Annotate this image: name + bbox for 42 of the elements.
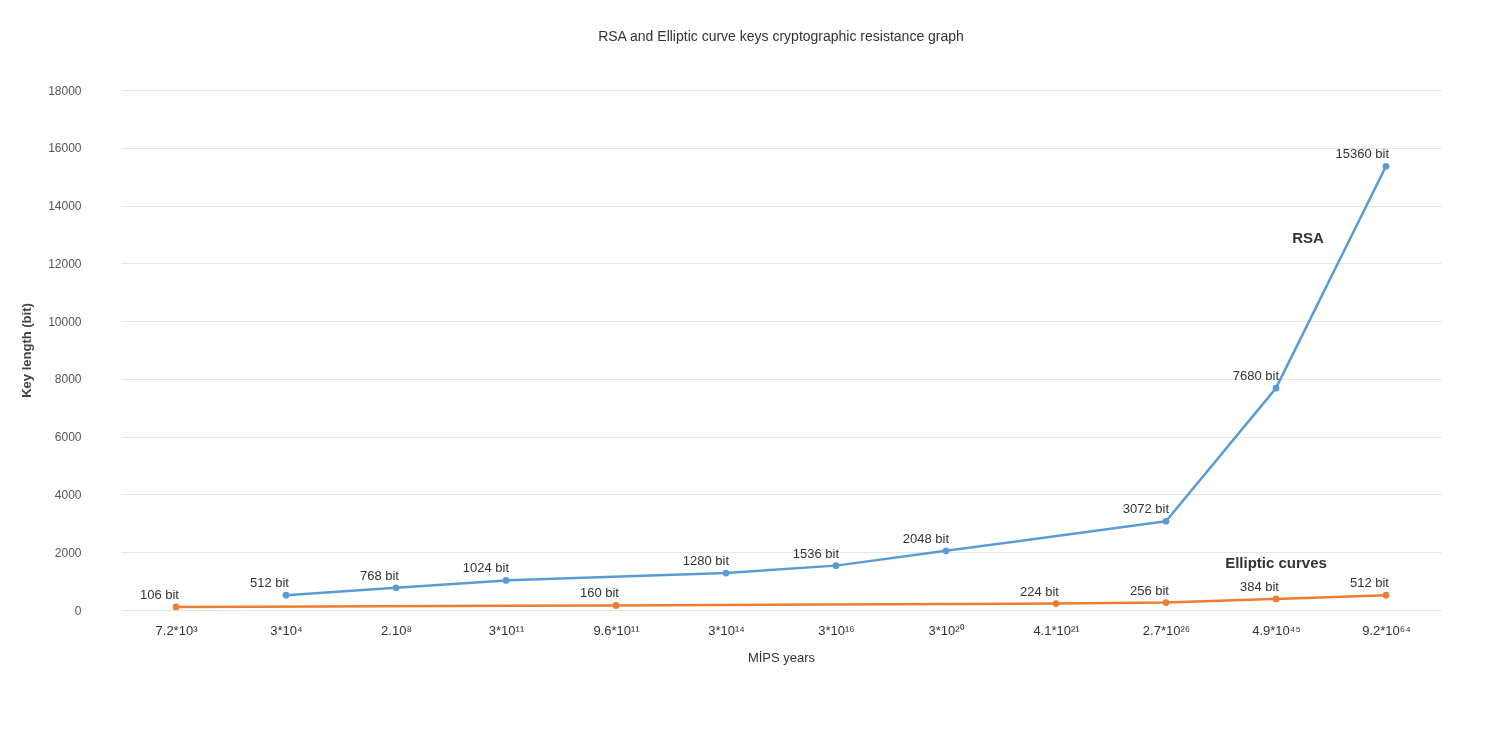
x-tick-label: 9.2*10⁶⁴ — [1362, 622, 1411, 638]
data-label: 1024 bit — [462, 560, 510, 576]
data-label: 15360 bit — [1335, 146, 1390, 162]
data-label: 512 bit — [249, 575, 290, 591]
chart-title: RSA and Elliptic curve keys cryptographic resistance graph — [598, 28, 964, 44]
data-label: 768 bit — [359, 567, 400, 583]
x-tick-label: 3*10¹⁶ — [818, 622, 855, 638]
x-tick-label: 3*10⁴ — [270, 622, 303, 638]
data-label: 3072 bit — [1122, 501, 1170, 517]
x-axis-title: MİPS years — [747, 649, 816, 665]
series-label: RSA — [1292, 229, 1324, 247]
y-tick-label: 2000 — [54, 545, 82, 560]
x-tick-label: 2.7*10²⁶ — [1142, 622, 1191, 638]
y-axis-title: Key length (bit) — [19, 303, 35, 398]
data-label: 1280 bit — [682, 553, 730, 569]
data-label: 256 bit — [1129, 582, 1170, 598]
data-label: 160 bit — [579, 585, 620, 601]
x-tick-label: 7.2*10³ — [155, 622, 199, 638]
y-tick-label: 6000 — [54, 430, 82, 445]
data-label: 2048 bit — [902, 530, 950, 546]
data-label: 106 bit — [139, 586, 180, 602]
y-tick-label: 8000 — [54, 372, 82, 387]
y-tick-label: 18000 — [48, 83, 82, 98]
x-tick-label: 3*10¹⁴ — [708, 622, 745, 638]
x-tick-label: 3*10²⁰ — [928, 622, 965, 638]
y-tick-label: 0 — [74, 603, 82, 618]
y-tick-label: 12000 — [48, 256, 82, 271]
y-tick-label: 16000 — [48, 141, 82, 156]
data-label: 7680 bit — [1232, 368, 1280, 384]
x-tick-label: 2.10⁸ — [381, 622, 412, 638]
x-tick-label: 3*10¹¹ — [488, 622, 525, 638]
data-label: 1536 bit — [792, 545, 840, 561]
x-tick-label: 4.9*10⁴⁵ — [1252, 622, 1301, 638]
series-label: Elliptic curves — [1225, 554, 1327, 572]
y-tick-label: 10000 — [48, 314, 82, 329]
data-label: 224 bit — [1019, 583, 1060, 599]
y-tick-label: 4000 — [54, 487, 82, 502]
x-tick-label: 4.1*10²¹ — [1033, 622, 1081, 638]
data-label: 384 bit — [1239, 578, 1280, 594]
x-tick-label: 9.6*10¹¹ — [593, 622, 641, 638]
y-tick-label: 14000 — [48, 199, 82, 214]
data-label: 512 bit — [1349, 575, 1390, 591]
